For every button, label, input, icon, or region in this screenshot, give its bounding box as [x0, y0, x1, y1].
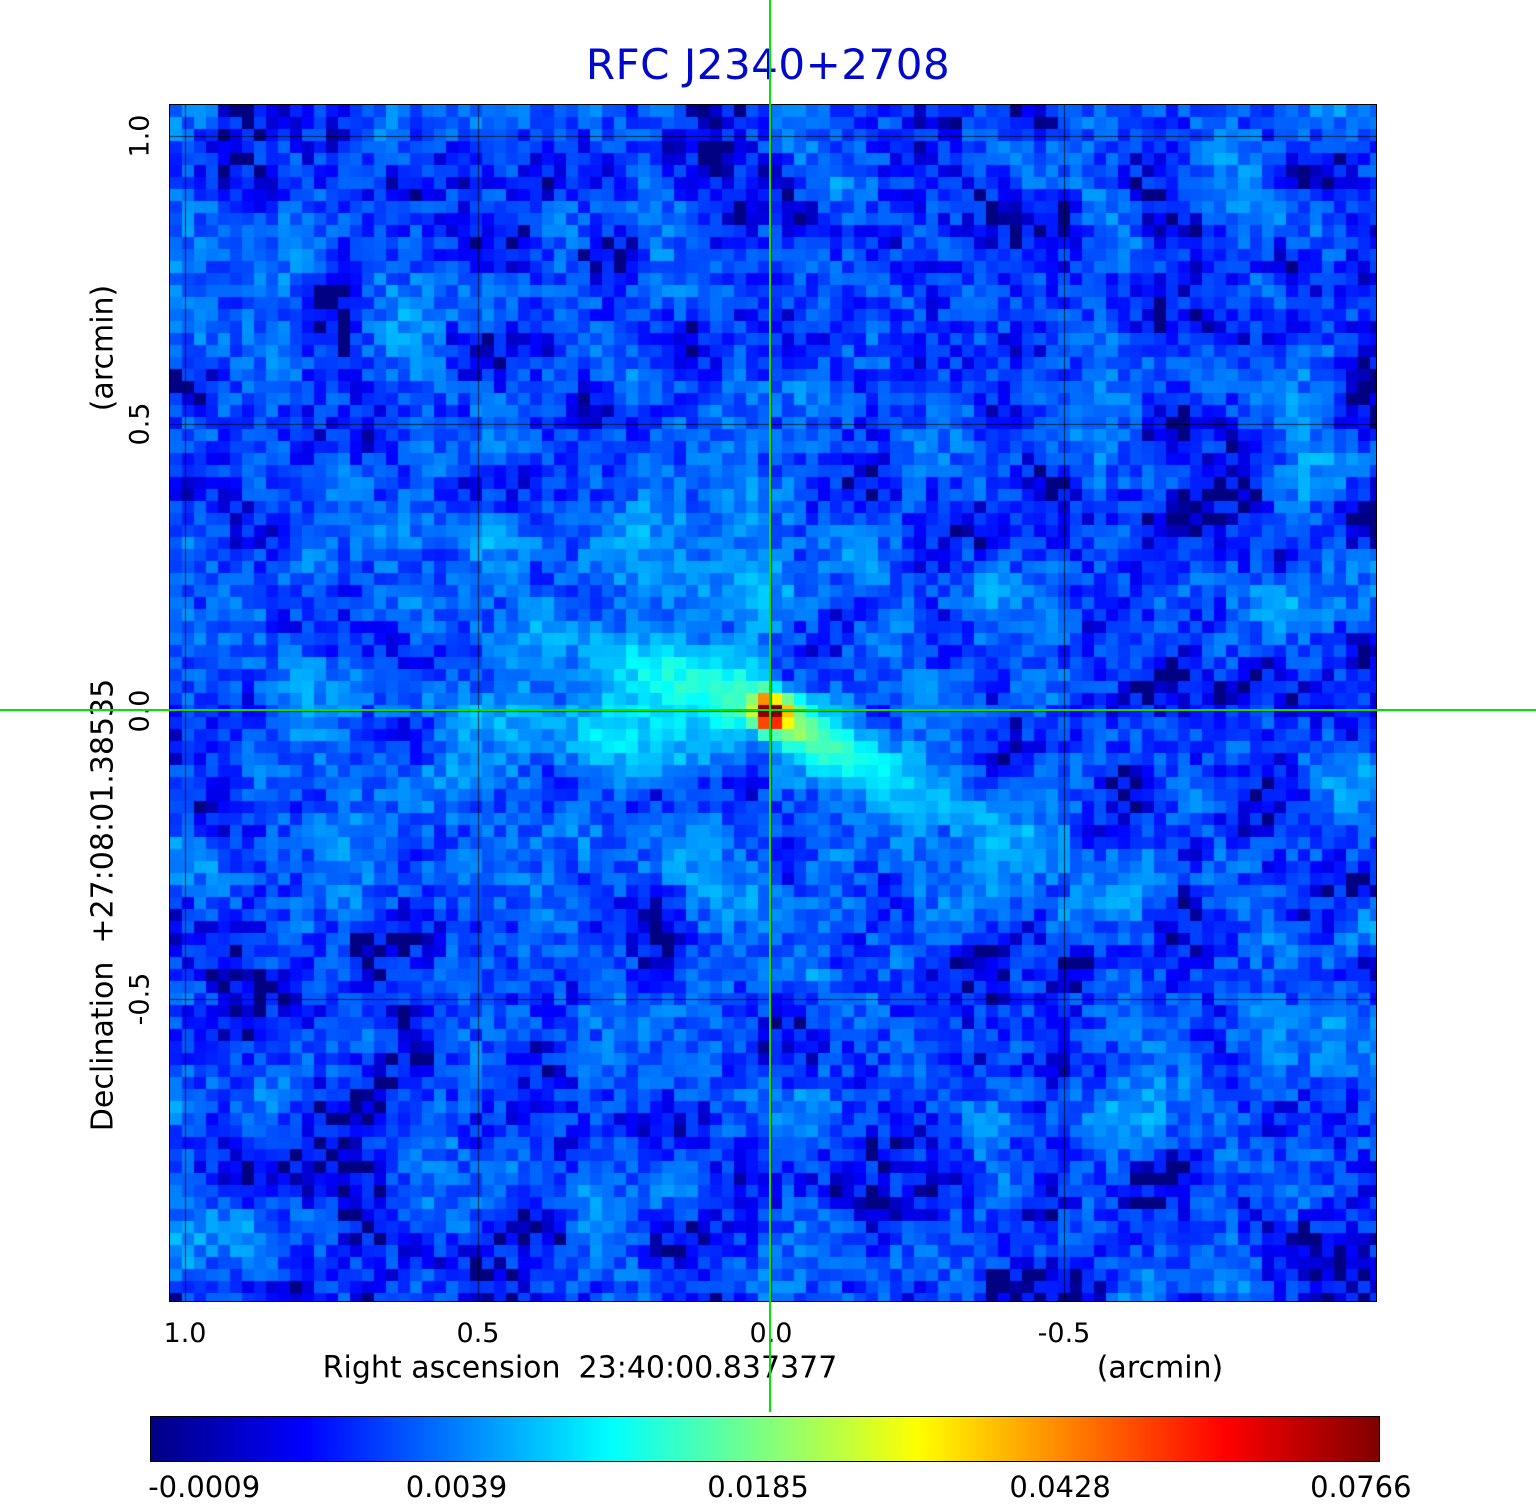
crosshair-horizontal-line: [0, 709, 1536, 711]
y-axis-label: Declination +27:08:01.38535: [86, 679, 121, 1131]
y-tick-label: 0.5: [124, 402, 156, 445]
x-axis-center-coordinate: 23:40:00.837377: [578, 1350, 838, 1386]
y-tick-label: 1.0: [124, 114, 156, 158]
colorbar: [150, 1416, 1380, 1462]
x-tick-label: -0.5: [1037, 1318, 1091, 1349]
colorbar-tick-label: -0.0009: [148, 1470, 261, 1504]
heatmap-canvas: [170, 105, 1376, 1301]
colorbar-tick-label: 0.0766: [1310, 1470, 1412, 1504]
y-tick-label: -0.5: [124, 972, 156, 1025]
colorbar-tick-label: 0.0039: [405, 1470, 508, 1504]
x-axis-label: Right ascension 23:40:00.837377: [323, 1351, 838, 1386]
x-axis-unit-label: (arcmin): [1096, 1350, 1224, 1386]
x-axis-label-text: Right ascension: [322, 1350, 561, 1386]
x-tick-label: 0.0: [749, 1318, 793, 1349]
figure-title: RFC J2340+2708: [585, 40, 951, 89]
y-axis-unit-label: (arcmin): [85, 284, 121, 412]
plot-area: [169, 104, 1377, 1302]
colorbar-tick-label: 0.0428: [1009, 1470, 1111, 1504]
y-axis-center-coordinate: +27:08:01.38535: [85, 678, 121, 944]
x-tick-label: 1.0: [163, 1318, 207, 1349]
y-tick-label: 0.0: [124, 689, 156, 733]
y-axis-label-text: Declination: [85, 961, 121, 1132]
colorbar-tick-label: 0.0185: [707, 1470, 809, 1504]
x-tick-label: 0.5: [456, 1318, 500, 1349]
crosshair-vertical-line: [769, 0, 771, 1412]
